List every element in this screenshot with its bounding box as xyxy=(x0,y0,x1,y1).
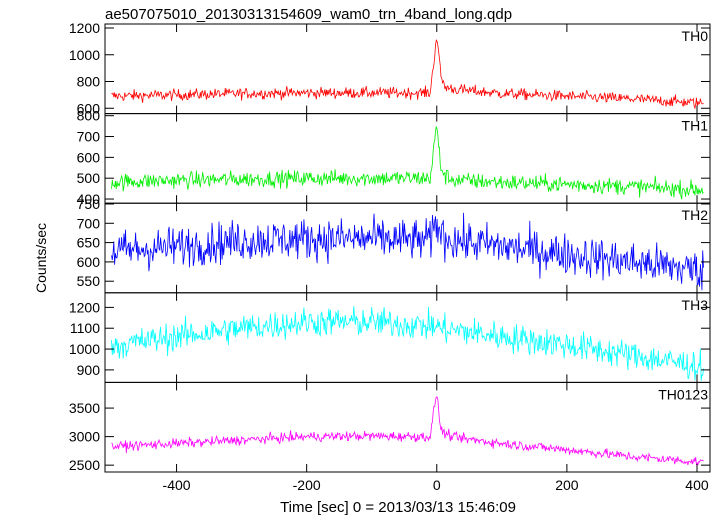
y-tick-label: 1100 xyxy=(70,320,100,336)
panel-th0123: 2500 3000 3500 TH0123 xyxy=(69,381,711,473)
y-tick-label: 750 xyxy=(77,196,101,212)
y-tick-label: 700 xyxy=(77,215,101,231)
y-tick-label: 550 xyxy=(77,273,101,289)
y-tick-label: 900 xyxy=(77,362,101,378)
y-tick-label: 1200 xyxy=(69,299,100,315)
y-tick-label: 800 xyxy=(77,108,101,124)
x-tick-label: -400 xyxy=(163,477,191,493)
y-tick-label: 3500 xyxy=(69,400,100,416)
y-tick-label: 400 xyxy=(77,191,101,207)
panel-label: TH1 xyxy=(682,118,709,134)
panel-frame xyxy=(104,292,711,383)
panel-frame xyxy=(104,202,711,294)
panel-frame xyxy=(104,381,711,473)
series-line-th2 xyxy=(111,212,704,291)
x-tick-label: 0 xyxy=(433,477,441,493)
y-tick-label: 500 xyxy=(77,170,101,186)
x-tick-label: -200 xyxy=(293,477,321,493)
x-axis-label: Time [sec] 0 = 2013/03/13 15:46:09 xyxy=(280,499,516,516)
series-line-th3 xyxy=(111,306,704,381)
panel-label: TH0 xyxy=(682,28,709,44)
y-axis-label: Counts/sec xyxy=(33,223,49,293)
panel-th3: 900 1000 1100 1200 TH3 xyxy=(69,292,711,383)
y-tick-label: 600 xyxy=(77,100,101,116)
series-line-th0123 xyxy=(111,396,704,466)
panel-label: TH2 xyxy=(682,207,709,223)
x-tick-label: 200 xyxy=(555,477,579,493)
chart-title: ae507075010_20130313154609_wam0_trn_4ban… xyxy=(105,6,512,23)
y-tick-label: 800 xyxy=(77,74,101,90)
y-tick-label: 700 xyxy=(77,129,101,145)
x-tick-label: 400 xyxy=(685,477,709,493)
panel-th2: 550 600 650 700 750 TH2 xyxy=(77,196,711,294)
y-tick-label: 1000 xyxy=(69,47,100,63)
y-tick-label: 3000 xyxy=(69,429,100,445)
y-tick-label: 2500 xyxy=(69,457,100,473)
y-tick-label: 1200 xyxy=(69,20,100,36)
y-tick-label: 600 xyxy=(77,149,101,165)
panel-frame xyxy=(104,113,711,204)
panel-frame xyxy=(104,23,711,115)
panel-th0: 600 800 1000 1200 TH0 xyxy=(69,20,711,116)
panel-th1: 400 500 600 700 800 TH1 xyxy=(77,108,711,207)
panel-label: TH3 xyxy=(682,297,709,313)
y-tick-label: 1000 xyxy=(69,341,100,357)
panel-label: TH0123 xyxy=(658,386,708,402)
series-line-th1 xyxy=(111,126,704,200)
y-tick-label: 600 xyxy=(77,254,101,270)
y-tick-label: 650 xyxy=(77,235,101,251)
series-line-th0 xyxy=(111,39,704,110)
